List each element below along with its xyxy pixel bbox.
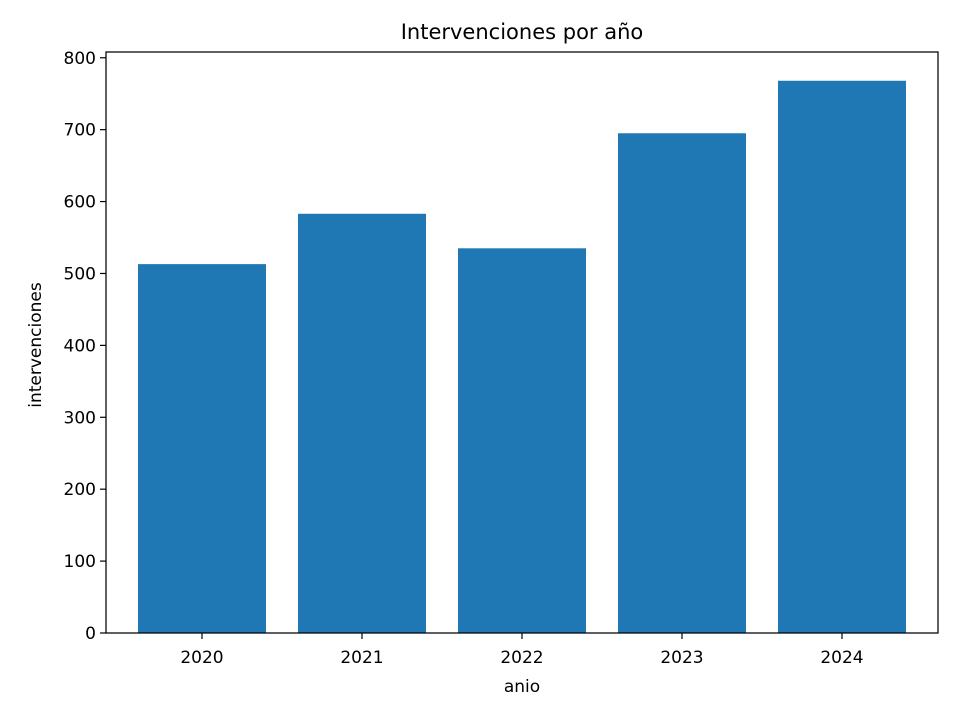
y-tick-label: 200 [64, 480, 96, 500]
x-tick-label: 2021 [340, 648, 383, 668]
bar-2023 [618, 133, 746, 633]
y-axis-ticks: 0 100 200 300 400 500 600 700 800 [64, 49, 106, 644]
bar-2020 [138, 264, 266, 633]
bar-2022 [458, 248, 586, 633]
x-tick-label: 2020 [180, 648, 223, 668]
bar-2021 [298, 213, 426, 633]
y-tick-label: 500 [64, 264, 96, 284]
bar-2024 [778, 80, 906, 633]
y-tick-label: 600 [64, 193, 96, 213]
y-axis-label: intervenciones [26, 282, 46, 408]
x-tick-label: 2022 [500, 648, 543, 668]
y-tick-label: 800 [64, 49, 96, 69]
x-tick-label: 2023 [660, 648, 703, 668]
x-tick-label: 2024 [820, 648, 863, 668]
y-tick-label: 300 [64, 408, 96, 428]
x-axis-ticks: 2020 2021 2022 2023 2024 [180, 633, 864, 668]
x-axis-label: anio [504, 677, 540, 697]
y-tick-label: 700 [64, 121, 96, 141]
chart-title: Intervenciones por año [401, 20, 644, 44]
y-tick-label: 400 [64, 336, 96, 356]
bars [138, 80, 906, 633]
y-tick-label: 100 [64, 552, 96, 572]
y-tick-label: 0 [85, 624, 96, 644]
plot-frame [105, 51, 939, 634]
